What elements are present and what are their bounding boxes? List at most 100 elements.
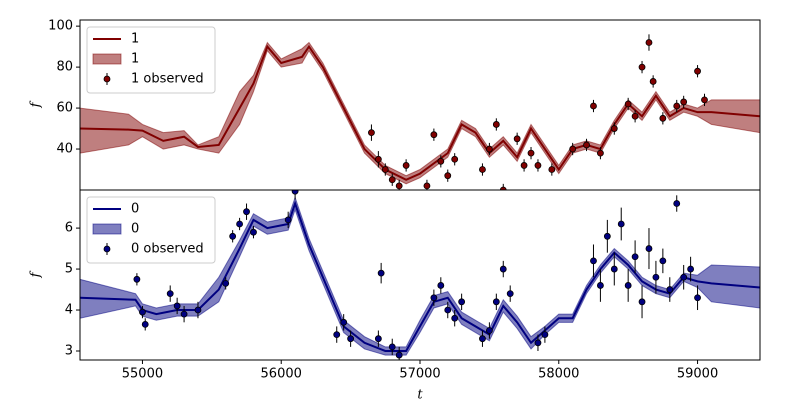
observed-point xyxy=(194,306,202,314)
observed-point xyxy=(139,308,146,316)
observed-point xyxy=(437,157,445,165)
observed-point xyxy=(645,245,653,252)
observed-point xyxy=(141,320,149,328)
observed-point xyxy=(624,282,632,289)
confidence-band xyxy=(80,41,760,185)
observed-point xyxy=(673,200,681,207)
x-axis-label: t xyxy=(417,388,423,400)
observed-point xyxy=(340,318,348,326)
observed-point xyxy=(597,149,604,157)
legend-label: 0 xyxy=(131,222,139,237)
observed-point xyxy=(680,273,688,281)
legend: 1 1 1 observed xyxy=(86,26,216,94)
observed-point xyxy=(499,265,507,273)
observed-point xyxy=(624,100,632,108)
observed-point xyxy=(180,310,188,318)
legend-label: 1 xyxy=(131,52,139,67)
observed-point xyxy=(133,275,141,283)
observed-point xyxy=(479,335,486,343)
legend-band xyxy=(92,223,122,235)
observed-point xyxy=(374,335,382,343)
x-tick-label: 57000 xyxy=(399,367,440,382)
observed-point xyxy=(451,314,459,322)
observed-point xyxy=(173,302,181,310)
observed-point xyxy=(430,131,438,139)
observed-point xyxy=(243,208,250,216)
observed-point xyxy=(694,294,701,302)
observed-point xyxy=(284,216,292,224)
observed-point xyxy=(590,257,597,265)
y-tick-label: 100 xyxy=(48,19,73,34)
y-tick-label: 40 xyxy=(56,142,73,157)
y-axis-label: f xyxy=(29,100,44,108)
observed-point xyxy=(381,166,389,173)
observed-point xyxy=(590,102,597,110)
observed-point xyxy=(430,294,438,302)
observed-point xyxy=(499,186,507,190)
observed-point xyxy=(541,331,549,339)
legend-box xyxy=(86,26,216,94)
observed-point xyxy=(673,102,681,110)
observed-point xyxy=(229,232,237,240)
x-tick-label: 55000 xyxy=(122,367,163,382)
legend-band xyxy=(92,53,122,65)
legend-label: 0 xyxy=(131,202,139,217)
y-tick-label: 6 xyxy=(65,221,73,236)
observed-point xyxy=(610,265,618,273)
observed-point xyxy=(527,149,535,157)
observed-point xyxy=(444,306,452,314)
observed-point xyxy=(680,98,688,106)
observed-point xyxy=(166,290,174,298)
observed-point xyxy=(569,145,577,153)
observed-point xyxy=(701,96,708,104)
observed-point xyxy=(492,121,500,128)
legend: 0 0 0 observed xyxy=(86,196,216,264)
observed-point xyxy=(520,162,528,169)
observed-point xyxy=(638,298,646,306)
y-tick-label: 80 xyxy=(56,60,73,75)
observed-point xyxy=(388,343,396,351)
observed-point xyxy=(659,257,667,265)
observed-point xyxy=(222,279,230,287)
observed-point xyxy=(402,162,410,169)
observed-point xyxy=(236,220,243,228)
mean-line xyxy=(80,200,760,352)
observed-point xyxy=(347,335,355,343)
observed-point xyxy=(368,129,375,137)
observed-point xyxy=(291,190,299,195)
legend-label: 1 observed xyxy=(131,72,204,87)
legend-point xyxy=(103,75,111,83)
legend-box xyxy=(86,196,216,264)
observed-point xyxy=(333,331,341,339)
observed-point xyxy=(631,112,639,120)
legend-label: 0 observed xyxy=(131,242,204,257)
observed-point xyxy=(666,286,674,293)
plot-area xyxy=(80,190,760,360)
legend-label: 1 xyxy=(131,32,139,47)
legend-point xyxy=(103,245,111,253)
x-tick-label: 59000 xyxy=(677,367,718,382)
observed-point xyxy=(597,282,604,289)
observed-point xyxy=(548,166,556,173)
y-tick-label: 4 xyxy=(65,303,73,318)
observed-point xyxy=(423,182,431,190)
observed-point xyxy=(458,298,466,306)
observed-point xyxy=(645,39,653,46)
plot-area xyxy=(80,34,760,190)
observed-point xyxy=(603,232,611,240)
observed-point xyxy=(652,273,660,281)
observed-point xyxy=(659,114,667,122)
observed-point xyxy=(638,63,646,71)
observed-point xyxy=(694,67,701,75)
observed-point xyxy=(534,162,542,169)
observed-point xyxy=(437,282,445,289)
observed-point xyxy=(513,135,521,143)
observed-point xyxy=(617,220,625,228)
observed-point xyxy=(479,166,486,173)
confidence-band xyxy=(80,195,760,356)
observed-point xyxy=(649,78,657,85)
observed-point xyxy=(444,172,452,180)
observed-point xyxy=(388,176,396,184)
observed-point xyxy=(250,228,257,236)
observed-point xyxy=(534,339,542,347)
